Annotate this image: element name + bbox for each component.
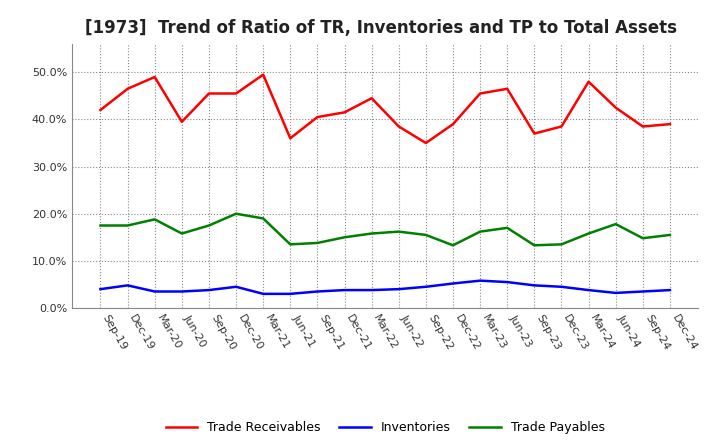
Inventories: [341, 287, 349, 293]
Trade Receivables: [530, 131, 539, 136]
Inventories: [503, 279, 511, 285]
Trade Payables: [232, 211, 240, 216]
Trade Payables: [341, 235, 349, 240]
Trade Receivables: [341, 110, 349, 115]
Inventories: [367, 287, 376, 293]
Inventories: [449, 281, 457, 286]
Trade Receivables: [178, 119, 186, 125]
Trade Payables: [584, 231, 593, 236]
Text: [1973]  Trend of Ratio of TR, Inventories and TP to Total Assets: [1973] Trend of Ratio of TR, Inventories…: [84, 19, 677, 37]
Inventories: [313, 289, 322, 294]
Trade Payables: [503, 225, 511, 231]
Line: Inventories: Inventories: [101, 281, 670, 294]
Trade Receivables: [395, 124, 403, 129]
Trade Receivables: [421, 140, 430, 146]
Trade Payables: [530, 243, 539, 248]
Trade Receivables: [557, 124, 566, 129]
Inventories: [96, 286, 105, 292]
Trade Payables: [665, 232, 674, 238]
Trade Payables: [639, 235, 647, 241]
Inventories: [530, 283, 539, 288]
Trade Payables: [178, 231, 186, 236]
Trade Payables: [259, 216, 268, 221]
Trade Receivables: [503, 86, 511, 92]
Inventories: [421, 284, 430, 290]
Trade Receivables: [449, 121, 457, 127]
Line: Trade Receivables: Trade Receivables: [101, 75, 670, 143]
Trade Receivables: [204, 91, 213, 96]
Inventories: [476, 278, 485, 283]
Inventories: [395, 286, 403, 292]
Trade Payables: [96, 223, 105, 228]
Trade Payables: [313, 240, 322, 246]
Inventories: [584, 287, 593, 293]
Inventories: [232, 284, 240, 290]
Inventories: [286, 291, 294, 297]
Legend: Trade Receivables, Inventories, Trade Payables: Trade Receivables, Inventories, Trade Pa…: [161, 416, 610, 439]
Inventories: [665, 287, 674, 293]
Trade Receivables: [639, 124, 647, 129]
Trade Payables: [204, 223, 213, 228]
Trade Receivables: [584, 79, 593, 84]
Trade Receivables: [232, 91, 240, 96]
Trade Payables: [449, 243, 457, 248]
Inventories: [259, 291, 268, 297]
Trade Payables: [150, 217, 159, 222]
Inventories: [557, 284, 566, 290]
Line: Trade Payables: Trade Payables: [101, 214, 670, 246]
Trade Payables: [611, 221, 620, 227]
Trade Payables: [286, 242, 294, 247]
Trade Payables: [476, 229, 485, 234]
Inventories: [150, 289, 159, 294]
Trade Receivables: [150, 74, 159, 80]
Inventories: [639, 289, 647, 294]
Inventories: [178, 289, 186, 294]
Inventories: [204, 287, 213, 293]
Trade Receivables: [665, 121, 674, 127]
Trade Payables: [395, 229, 403, 234]
Trade Payables: [367, 231, 376, 236]
Trade Receivables: [259, 72, 268, 77]
Trade Receivables: [96, 107, 105, 113]
Inventories: [123, 283, 132, 288]
Trade Receivables: [367, 95, 376, 101]
Trade Receivables: [286, 136, 294, 141]
Trade Payables: [123, 223, 132, 228]
Trade Receivables: [476, 91, 485, 96]
Trade Receivables: [611, 105, 620, 110]
Trade Payables: [421, 232, 430, 238]
Trade Payables: [557, 242, 566, 247]
Trade Receivables: [123, 86, 132, 92]
Trade Receivables: [313, 114, 322, 120]
Inventories: [611, 290, 620, 296]
